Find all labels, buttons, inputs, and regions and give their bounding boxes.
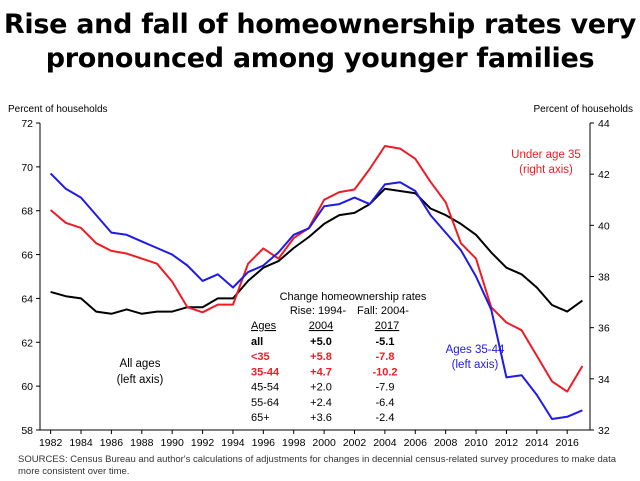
ages35-44-axis-note: (left axis) [452,359,499,371]
x-tick-label: 1984 [69,437,93,449]
left-tick-label: 66 [21,250,33,262]
table-fall-year: 2017 [375,320,399,332]
table-row-fall: -2.4 [376,412,395,424]
source-note: SOURCES: Census Bureau and author's calc… [18,454,616,477]
table-row-fall: -7.8 [376,351,395,363]
table-row-rise: +5.8 [310,351,332,363]
x-tick-label: 2008 [434,437,458,449]
x-tick-label: 2014 [525,437,549,449]
table-row-rise: +2.0 [310,382,332,394]
x-tick-label: 1994 [221,437,245,449]
right-axis-label: Percent of households [533,104,633,115]
x-tick-label: 1998 [282,437,306,449]
table-rise-header: Rise: 1994- [290,305,347,317]
x-ticks: 1982 1984 1986 1988 1990 1992 1994 1996 1998 2000… [39,430,579,449]
x-tick-label: 1990 [161,437,185,449]
series-line-under-age-35 [49,145,584,393]
under35-axis-note: (right axis) [519,164,573,176]
table-row-age: 65+ [251,412,270,424]
table-rows: all +5.0 -5.1 <35 +5.8 -7.8 35-44 +4.7 -10.2 45-5… [251,336,398,424]
table-row-fall: -7.9 [376,382,395,394]
table-row-fall: -10.2 [372,366,397,378]
table-row-rise: +5.0 [310,336,332,348]
left-tick-label: 62 [21,337,33,349]
left-tick-label: 60 [21,381,33,393]
table-rise-year: 2004 [309,320,333,332]
table-row-fall: -5.1 [376,336,395,348]
left-tick-label: 68 [21,206,33,218]
x-tick-label: 2016 [556,437,580,449]
under35-label: Under age 35 [511,149,581,161]
x-tick-label: 2004 [373,437,397,449]
change-table: Change homeownership rates Rise: 1994- F… [251,291,427,424]
series-lines [49,145,584,420]
table-row-rise: +3.6 [310,412,332,424]
table-row-age: 45-54 [251,382,279,394]
left-tick-label: 58 [21,425,33,437]
all-ages-axis-note: (left axis) [117,374,164,386]
table-row-rise: +2.4 [310,397,332,409]
right-tick-label: 36 [598,323,610,335]
table-fall-header: Fall: 2004- [357,305,409,317]
x-tick-label: 2002 [343,437,367,449]
x-tick-label: 1992 [191,437,215,449]
right-tick-label: 44 [598,118,610,130]
table-row-age: 35-44 [251,366,280,378]
x-tick-label: 2010 [464,437,488,449]
series-line-ages-35-44 [49,172,583,420]
table-row-age: 55-64 [251,397,279,409]
right-tick-label: 32 [598,425,610,437]
right-tick-label: 40 [598,220,610,232]
x-tick-label: 2012 [495,437,519,449]
table-row-rise: +4.7 [310,366,332,378]
right-tick-label: 38 [598,272,610,284]
x-tick-label: 1982 [39,437,63,449]
table-ages-header: Ages [251,320,277,332]
left-ticks: 58 60 62 64 66 68 70 72 [21,118,40,437]
left-tick-label: 70 [21,162,33,174]
right-tick-label: 42 [598,169,610,181]
left-tick-label: 64 [21,293,33,305]
ages35-44-label: Ages 35-44 [446,344,505,356]
x-tick-label: 2000 [312,437,336,449]
all-ages-label: All ages [120,358,161,370]
x-tick-label: 1988 [130,437,154,449]
left-axis-label: Percent of households [8,104,108,115]
x-tick-label: 1996 [252,437,276,449]
table-title: Change homeownership rates [280,291,427,303]
right-tick-label: 34 [598,374,610,386]
left-tick-label: 72 [21,118,33,130]
right-ticks: 32 34 36 38 40 42 44 [590,118,610,437]
x-tick-label: 1986 [100,437,124,449]
table-row-age: <35 [251,351,270,363]
table-row-fall: -6.4 [376,397,395,409]
series-line-all-ages [50,187,583,315]
x-tick-label: 2006 [404,437,428,449]
title-line-1: Rise and fall of homeownership rates ver… [3,9,637,40]
table-row-age: all [251,336,263,348]
title-line-2: pronounced among younger families [45,43,595,74]
chart-title: Rise and fall of homeownership rates ver… [0,8,640,76]
